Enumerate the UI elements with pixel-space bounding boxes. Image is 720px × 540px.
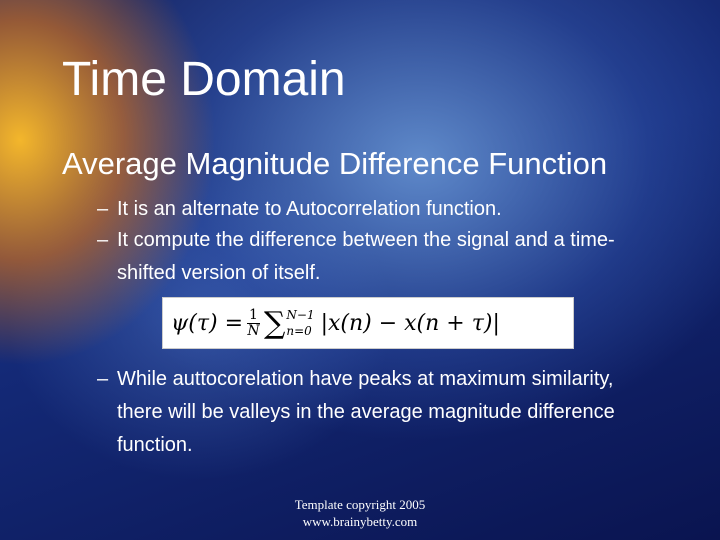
formula-upper: N−1 — [286, 308, 315, 322]
bullet: – It is an alternate to Autocorrelation … — [97, 193, 677, 226]
bullet-text: It compute the difference between the si… — [117, 229, 615, 284]
bullet-marker: – — [97, 229, 109, 251]
formula-fraction: 1 N — [247, 306, 260, 339]
bullet-marker: – — [97, 198, 109, 220]
title: Time Domain — [62, 53, 346, 106]
bullet: – While auttocorelation have peaks at ma… — [97, 363, 637, 462]
heading: Average Magnitude Difference Function — [62, 146, 608, 181]
footer-line: Template copyright 2005 — [294, 497, 426, 512]
formula-sum-sign: ∑ — [263, 305, 286, 341]
bullet: – It compute the difference between the … — [97, 224, 657, 290]
footer-line: www.brainybetty.com — [302, 514, 418, 529]
formula: ψ(τ) = 1 N ∑ N−1 n=0 |x(n) − x(n + τ)| — [163, 298, 573, 348]
bullet-text: While auttocorelation have peaks at maxi… — [117, 368, 615, 456]
formula-denominator: N — [247, 322, 260, 339]
formula-numerator: 1 — [247, 306, 260, 324]
formula-lower: n=0 — [286, 324, 312, 338]
footer: Template copyright 2005 www.brainybetty.… — [0, 496, 720, 530]
formula-body: |x(n) − x(n + τ)| — [320, 310, 500, 336]
formula-sum: ∑ N−1 n=0 — [264, 306, 315, 341]
formula-limits: N−1 n=0 — [286, 307, 314, 339]
formula-lhs: ψ(τ) = — [171, 310, 244, 336]
bullet-text: It is an alternate to Autocorrelation fu… — [117, 198, 502, 220]
bullet-marker: – — [97, 368, 109, 390]
